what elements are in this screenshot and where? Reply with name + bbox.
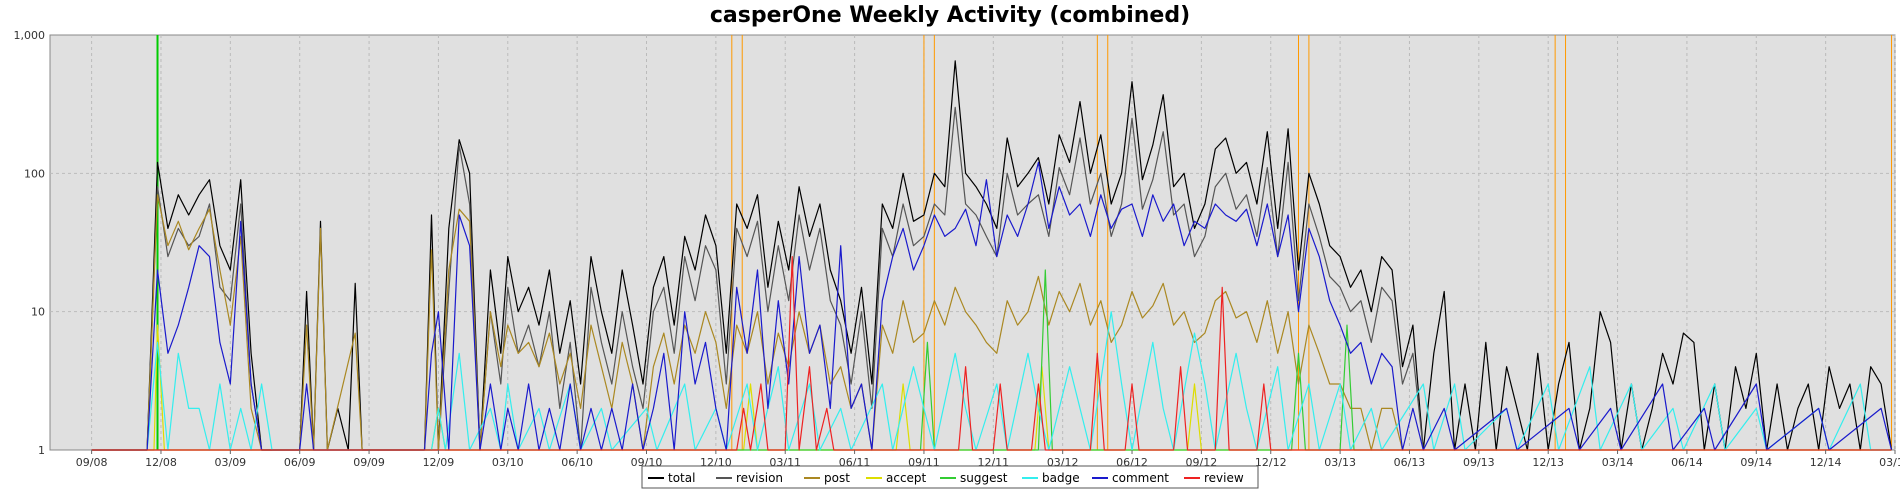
x-tick-label: 09/14 (1740, 456, 1772, 469)
x-tick-label: 06/09 (284, 456, 316, 469)
chart-title: casperOne Weekly Activity (combined) (710, 3, 1190, 28)
series-line-badge (91, 311, 1892, 451)
x-tick-label: 03/09 (214, 456, 246, 469)
x-tick-label: 12/09 (423, 456, 455, 469)
series-lines (91, 60, 1893, 451)
legend-label-revision: revision (736, 471, 783, 485)
plot-area (49, 34, 1896, 451)
legend-label-accept: accept (886, 471, 927, 485)
x-tick-label: 03/15 (1879, 456, 1900, 469)
x-tick-label: 12/08 (145, 456, 177, 469)
y-tick-label: 10 (31, 306, 45, 319)
legend: total revision post accept suggest badge comme… (641, 465, 1259, 489)
x-tick-label: 09/08 (76, 456, 108, 469)
legend-label-suggest: suggest (960, 471, 1008, 485)
series-line-total (91, 60, 1893, 451)
x-tick-label: 06/14 (1671, 456, 1703, 469)
legend-label-comment: comment (1112, 471, 1169, 485)
legend-label-total: total (668, 471, 695, 485)
x-tick-label: 09/13 (1463, 456, 1495, 469)
x-tick-label: 03/13 (1324, 456, 1356, 469)
series-line-comment (91, 161, 1893, 451)
x-tick-label: 06/10 (561, 456, 593, 469)
x-tick-label: 09/09 (353, 456, 385, 469)
x-tick-label: 06/13 (1394, 456, 1426, 469)
x-tick-label: 03/14 (1602, 456, 1634, 469)
series-line-review (91, 256, 1892, 451)
y-tick-label: 1 (38, 444, 45, 457)
legend-label-review: review (1204, 471, 1244, 485)
y-tick-label: 1,000 (14, 29, 46, 42)
x-tick-label: 12/12 (1255, 456, 1287, 469)
grid-lines (50, 35, 1896, 450)
legend-label-badge: badge (1042, 471, 1080, 485)
x-tick-label: 03/10 (492, 456, 524, 469)
x-tick-label: 12/14 (1810, 456, 1842, 469)
legend-label-post: post (824, 471, 850, 485)
event-markers (156, 35, 1893, 450)
y-tick-label: 100 (24, 167, 45, 180)
x-tick-label: 12/13 (1532, 456, 1564, 469)
